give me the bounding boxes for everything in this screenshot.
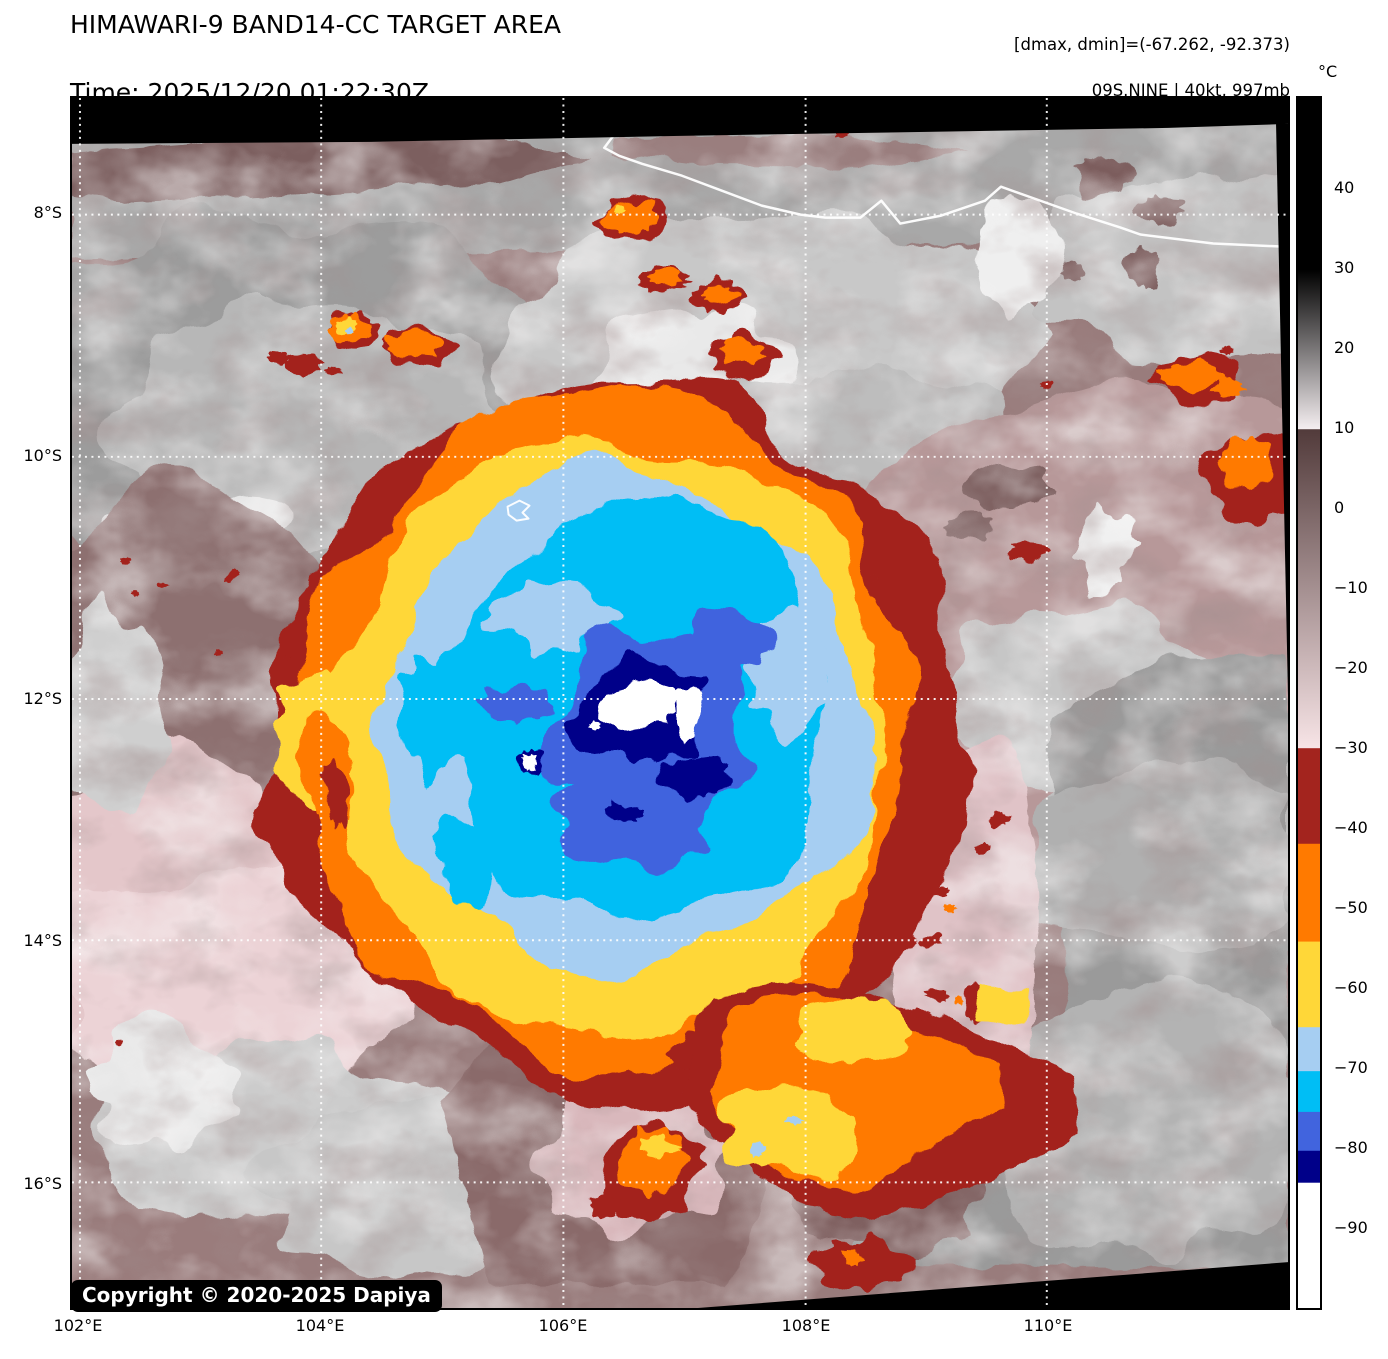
satellite-map: [70, 96, 1290, 1310]
lon-axis-label: 108°E: [781, 1316, 831, 1335]
lat-axis-label: 14°S: [23, 931, 62, 950]
colorbar-tick-label: −70: [1334, 1058, 1368, 1077]
lon-axis-label: 104°E: [295, 1316, 345, 1335]
colorbar-tick-label: 0: [1334, 498, 1345, 517]
lat-axis-label: 10°S: [23, 446, 62, 465]
info-block: [dmax, dmin]=(-67.262, -92.373) 09S.NINE…: [1014, 33, 1290, 102]
colorbar-tick-label: −40: [1334, 818, 1368, 837]
colorbar-tick-label: 40: [1334, 178, 1355, 197]
page-title: HIMAWARI-9 BAND14-CC TARGET AREA: [70, 10, 562, 39]
lon-axis-label: 110°E: [1023, 1316, 1073, 1335]
colorbar-tick-label: −90: [1334, 1218, 1368, 1237]
colorbar-tick-label: −20: [1334, 658, 1368, 677]
colorbar-tick-label: −50: [1334, 898, 1368, 917]
coastline-layer: [506, 98, 1283, 522]
cyclone-core-rings: [260, 374, 968, 1110]
java-coastline: [603, 98, 1283, 248]
lat-axis-label: 16°S: [23, 1174, 62, 1193]
colorbar-tick-label: 20: [1334, 338, 1355, 357]
lat-axis-label: 12°S: [23, 689, 62, 708]
storm-id-intensity: 09S.NINE | 40kt, 997mb: [1091, 81, 1290, 100]
title-block: HIMAWARI-9 BAND14-CC TARGET AREA Time: 2…: [70, 8, 561, 110]
lat-axis-label: 8°S: [33, 203, 62, 222]
colorbar-tick-label: −10: [1334, 578, 1368, 597]
satellite-image: [72, 98, 1288, 1308]
scattered-convection-cells: [114, 128, 1288, 1044]
lon-axis-label: 102°E: [53, 1316, 103, 1335]
copyright-badge: Copyright © 2020-2025 Dapiya: [71, 1280, 442, 1312]
graticule: [72, 98, 1288, 1308]
colorbar-tick-label: 30: [1334, 258, 1355, 277]
temperature-colorbar: [1296, 96, 1322, 1310]
southeast-convective-band: [594, 979, 1083, 1293]
lon-axis-label: 106°E: [538, 1316, 588, 1335]
colorbar-tick-label: 10: [1334, 418, 1355, 437]
colorbar-unit-label: °C: [1318, 62, 1338, 81]
colorbar-tick-label: −60: [1334, 978, 1368, 997]
christmas-island-coastline: [506, 499, 531, 522]
dmax-dmin-readout: [dmax, dmin]=(-67.262, -92.373): [1014, 35, 1290, 54]
colorbar-tick-label: −80: [1334, 1138, 1368, 1157]
colorbar-tick-label: −30: [1334, 738, 1368, 757]
